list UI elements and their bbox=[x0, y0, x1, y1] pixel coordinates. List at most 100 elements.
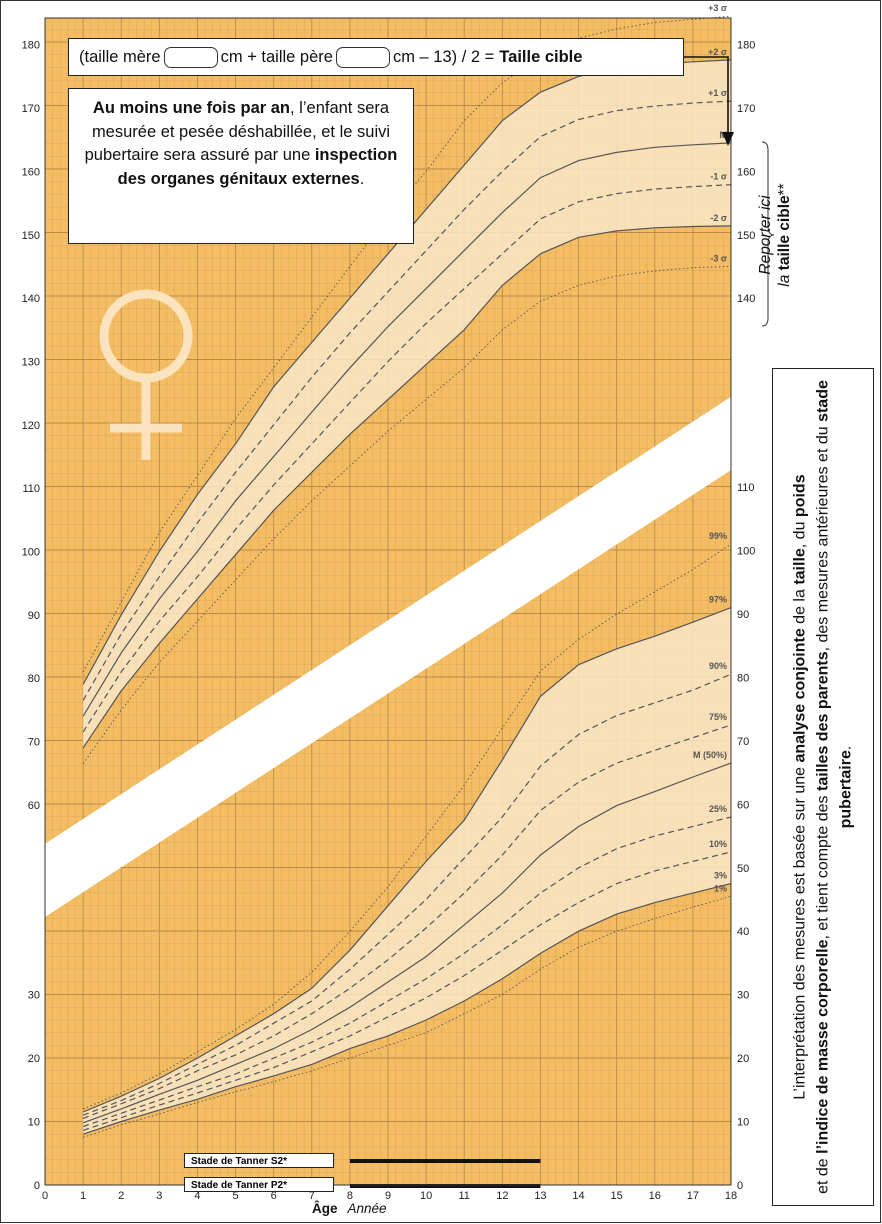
side-text-7: . bbox=[837, 745, 855, 751]
formula-result-label: cm – 13) / 2 = bbox=[392, 47, 495, 66]
x-tick-label: 2 bbox=[118, 1190, 124, 1202]
side-text-5: , et tient compte des bbox=[814, 791, 832, 940]
target-arrow-line bbox=[684, 56, 729, 140]
x-axis-label: Âge bbox=[312, 1201, 338, 1216]
x-tick-label: 0 bbox=[42, 1190, 48, 1202]
side-bold-height: taille bbox=[791, 548, 809, 585]
x-tick-label: 7 bbox=[309, 1190, 315, 1202]
weight-curve-label: 97% bbox=[709, 595, 727, 605]
height-curve-label: +1 σ bbox=[708, 88, 727, 98]
height-tick-label-left: 140 bbox=[22, 293, 40, 305]
tanner-p2-label: Stade de Tanner P2* bbox=[184, 1177, 334, 1192]
height-tick-label-left: 120 bbox=[22, 420, 40, 432]
formula-mother-label: (taille mère bbox=[79, 47, 161, 66]
weight-curve-label: 90% bbox=[709, 661, 727, 671]
weight-tick-label-right: 60 bbox=[737, 799, 749, 811]
weight-curve-label: 75% bbox=[709, 712, 727, 722]
height-tick-label-left: 100 bbox=[22, 547, 40, 559]
mother-height-field[interactable] bbox=[163, 46, 218, 68]
height-tick-label-left: 110 bbox=[22, 483, 40, 495]
weight-tick-label-left: 0 bbox=[34, 1180, 40, 1192]
height-tick-label-left: 70 bbox=[28, 737, 40, 749]
height-curve bbox=[82, 265, 732, 764]
height-tick-label-left: 90 bbox=[28, 610, 40, 622]
weight-tick-label-left: 10 bbox=[28, 1117, 40, 1129]
side-bold-analysis: analyse conjointe bbox=[791, 628, 809, 763]
separator-edge bbox=[44, 397, 732, 846]
target-bracket bbox=[761, 141, 775, 327]
plot-border bbox=[44, 17, 732, 1186]
weight-curve bbox=[82, 762, 732, 1124]
x-tick-label: 14 bbox=[572, 1190, 584, 1202]
interpretation-note: L’interprétation des mesures est basée s… bbox=[789, 377, 858, 1197]
x-tick-label: 6 bbox=[271, 1190, 277, 1202]
weight-curve-label: 1% bbox=[714, 883, 727, 893]
x-tick-label: 9 bbox=[385, 1190, 391, 1202]
side-bold-bmi: l’indice de masse corporelle bbox=[814, 939, 832, 1154]
weight-tick-label-left: 30 bbox=[28, 990, 40, 1002]
female-symbol-icon bbox=[96, 288, 196, 468]
height-tick-label-right: 150 bbox=[737, 230, 755, 242]
target-height-label: Taille cible bbox=[499, 47, 583, 66]
father-height-field[interactable] bbox=[335, 46, 390, 68]
height-curve bbox=[82, 15, 732, 673]
weight-curve-label: M (50%) bbox=[693, 750, 727, 760]
weight-curve bbox=[82, 895, 732, 1138]
info-text-1: , l’enfant sera mesurée et pesée déshabi… bbox=[84, 99, 391, 164]
side-text-1: L’interprétation des mesures est basée s… bbox=[791, 762, 809, 1100]
x-tick-label: 1 bbox=[80, 1190, 86, 1202]
height-curve-label: +2 σ bbox=[708, 47, 727, 57]
target-note-line1: Reporter ici bbox=[757, 195, 774, 275]
x-tick-label: 8 bbox=[347, 1190, 353, 1202]
info-bold-inspection: inspection des organes génitaux externes bbox=[117, 146, 398, 188]
weight-band bbox=[83, 607, 732, 1135]
weight-tick-label-right: 100 bbox=[737, 546, 755, 558]
height-curve bbox=[82, 100, 732, 701]
target-note-suffix: ** bbox=[776, 183, 793, 196]
weight-curve bbox=[82, 607, 732, 1113]
height-curve-label: -2 σ bbox=[710, 213, 727, 223]
height-tick-label-left: 80 bbox=[28, 673, 40, 685]
side-bold-parents: tailles des parents bbox=[814, 651, 832, 791]
weight-curve bbox=[82, 816, 732, 1128]
target-arrow-head bbox=[722, 132, 734, 146]
x-tick-label: 3 bbox=[156, 1190, 162, 1202]
tanner-s2-label: Stade de Tanner S2* bbox=[184, 1153, 334, 1168]
height-curve-label: +3 σ bbox=[708, 3, 727, 13]
weight-tick-label-right: 90 bbox=[737, 609, 749, 621]
info-text-2: . bbox=[359, 169, 365, 188]
x-tick-label: 18 bbox=[725, 1190, 737, 1202]
weight-tick-label-right: 0 bbox=[737, 1180, 743, 1192]
x-axis-unit: Année bbox=[347, 1201, 387, 1216]
height-tick-label-left: 170 bbox=[22, 103, 40, 115]
weight-curve-label: 99% bbox=[709, 531, 727, 541]
height-tick-label-right: 160 bbox=[737, 166, 755, 178]
weight-tick-label-right: 70 bbox=[737, 736, 749, 748]
height-tick-label-left: 160 bbox=[22, 166, 40, 178]
height-curve bbox=[82, 142, 732, 717]
height-curve bbox=[82, 225, 732, 749]
target-height-note: Reporter ici la taille cible** bbox=[756, 155, 794, 315]
weight-curve bbox=[82, 543, 732, 1110]
x-tick-label: 17 bbox=[687, 1190, 699, 1202]
weight-tick-label-right: 30 bbox=[737, 990, 749, 1002]
side-text-4: et de bbox=[814, 1153, 832, 1194]
weight-tick-label-right: 50 bbox=[737, 863, 749, 875]
height-tick-label-left: 180 bbox=[22, 40, 40, 52]
height-tick-label-right: 170 bbox=[737, 103, 755, 115]
weight-tick-label-left: 20 bbox=[28, 1053, 40, 1065]
x-tick-label: 13 bbox=[534, 1190, 546, 1202]
weight-curve-label: 10% bbox=[709, 839, 727, 849]
height-tick-label-left: 150 bbox=[22, 230, 40, 242]
interpretation-note-box: L’interprétation des mesures est basée s… bbox=[772, 368, 874, 1206]
x-axis-title: Âge Année bbox=[312, 1201, 387, 1216]
x-tick-label: 5 bbox=[232, 1190, 238, 1202]
height-tick-label-left: 60 bbox=[28, 800, 40, 812]
target-note-prefix: la bbox=[776, 274, 793, 287]
weight-curve bbox=[82, 851, 732, 1131]
weight-tick-label-right: 110 bbox=[737, 482, 755, 494]
height-tick-label-right: 140 bbox=[737, 293, 755, 305]
weight-curve bbox=[82, 883, 732, 1135]
x-tick-label: 16 bbox=[649, 1190, 661, 1202]
